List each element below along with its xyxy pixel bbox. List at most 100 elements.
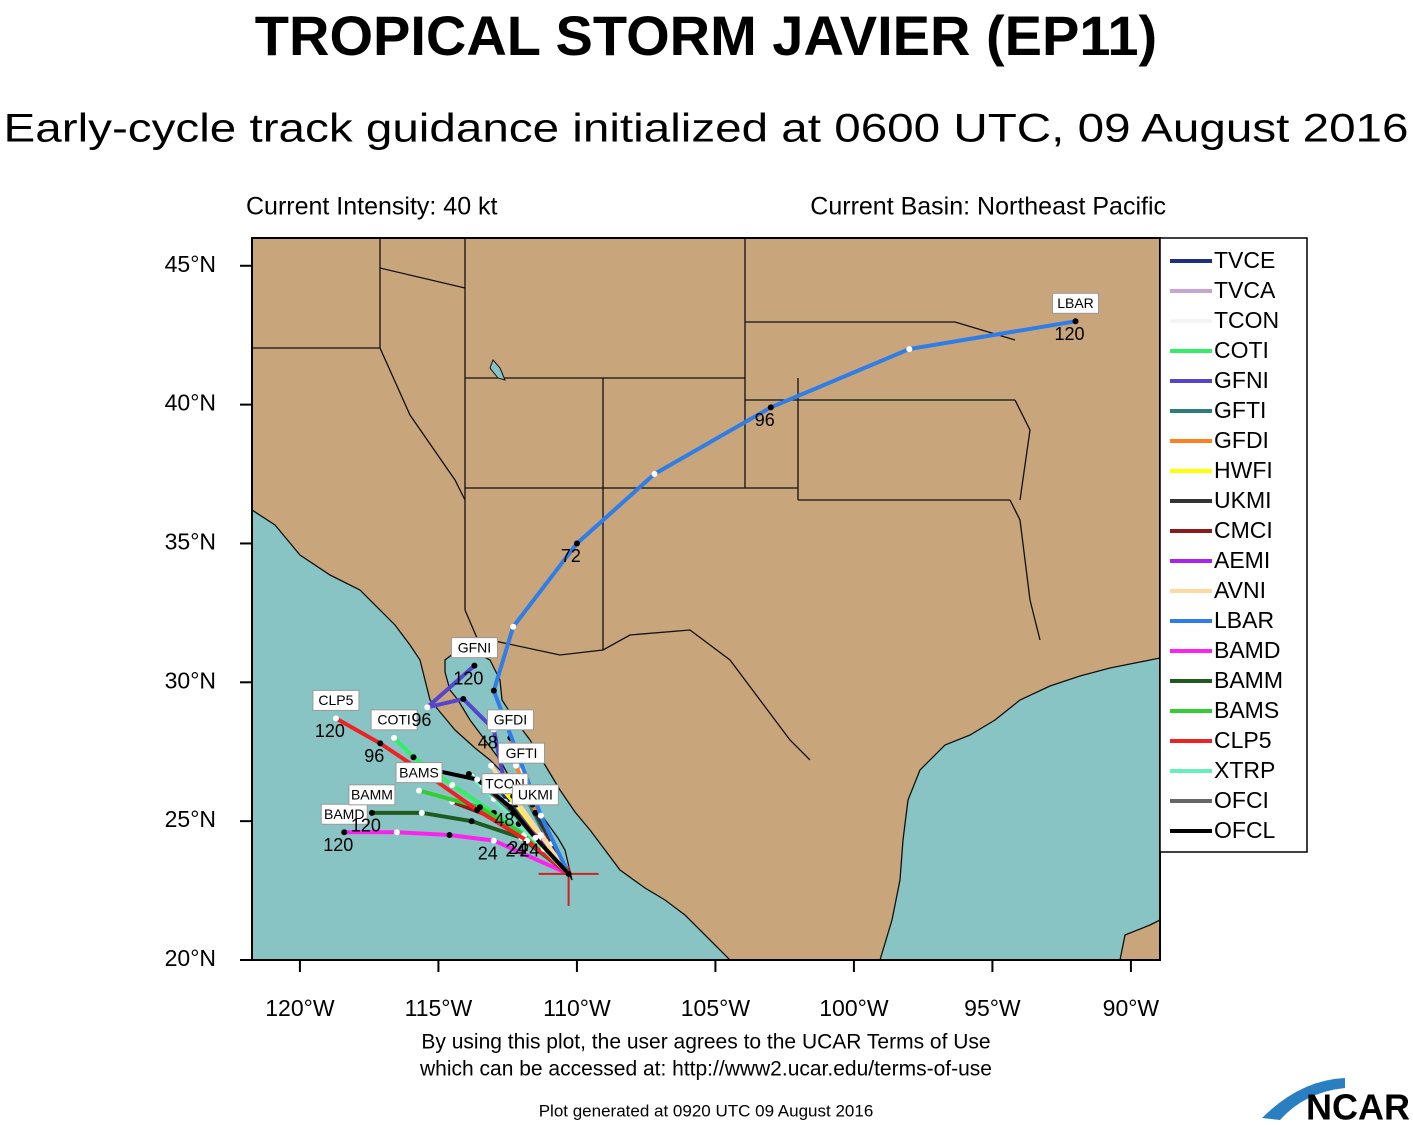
hour-label: 96 — [364, 746, 384, 766]
track-point — [474, 807, 481, 814]
legend-label: TCON — [1214, 307, 1279, 333]
label-box — [320, 803, 368, 825]
track-name: GFTI — [506, 745, 538, 761]
legend-entries: TVCE TVCA TCON COTI GFNI GFTI GFDI HWFI UKMI CMCI… — [1170, 247, 1283, 843]
track-point — [424, 704, 431, 711]
x-tick-label: 115°W — [405, 995, 473, 1021]
label-box — [395, 762, 443, 784]
x-tick-label: 110°W — [543, 995, 611, 1021]
label-box — [486, 709, 534, 731]
legend-label: TVCE — [1214, 247, 1275, 273]
track-point — [490, 687, 497, 694]
y-tick-label: 25°N — [165, 806, 216, 832]
y-tick-label: 30°N — [165, 667, 216, 693]
hour-label: 96 — [755, 410, 775, 430]
x-tick-label: 90°W — [1103, 995, 1160, 1021]
legend-label: UKMI — [1214, 487, 1272, 513]
axes: 120°W 115°W 110°W 105°W 100°W 95°W 90°W 20°N 25°… — [165, 251, 1160, 1021]
x-tick-label: 95°W — [964, 995, 1021, 1021]
legend-label: BAMM — [1214, 667, 1283, 693]
y-tick-label: 35°N — [165, 529, 216, 555]
generated: Plot generated at 0920 UTC 09 August 201… — [539, 1101, 874, 1120]
label-box — [370, 709, 418, 731]
logo: NCAR — [1306, 1087, 1410, 1125]
borders — [252, 238, 1041, 761]
legend-label: HWFI — [1214, 457, 1273, 483]
legend-label: OFCL — [1214, 817, 1276, 843]
legend — [1159, 237, 1308, 853]
legend-label: AEMI — [1214, 547, 1270, 573]
label-box — [1052, 292, 1100, 314]
basin: Current Basin: Northeast Pacific — [810, 193, 1166, 221]
track-name: GFDI — [494, 712, 527, 728]
track-point — [537, 812, 544, 819]
legend-label: COTI — [1214, 337, 1269, 363]
logo-swoosh — [1262, 1078, 1345, 1120]
y-tick-label: 20°N — [165, 945, 216, 971]
track-point — [393, 829, 400, 836]
label-box — [312, 689, 360, 711]
hour-label: 24 — [519, 841, 539, 861]
terms-line-2: which can be accessed at: http://www2.uc… — [419, 1058, 992, 1081]
track-name: LBAR — [1057, 295, 1094, 311]
legend-label: GFDI — [1214, 427, 1269, 453]
label-box — [450, 637, 498, 659]
track-point — [332, 715, 339, 722]
hour-label: 120 — [323, 835, 353, 855]
track-point — [460, 695, 467, 702]
track-name: BAMD — [324, 806, 364, 822]
track-point — [377, 740, 384, 747]
track-name: CLP5 — [318, 692, 353, 708]
track-name: UKMI — [518, 787, 553, 803]
hour-label: 24 — [508, 838, 528, 858]
lake — [489, 359, 506, 381]
hour-label: 120 — [315, 721, 345, 741]
legend-label: XTRP — [1214, 757, 1275, 783]
track-point — [471, 662, 478, 669]
track-point — [524, 837, 531, 844]
track-name: GFNI — [458, 639, 491, 655]
tracks: TCON72COTI4896120GFNIGFTIGFDIUKMI7296120… — [312, 292, 1100, 906]
track-point — [391, 734, 398, 741]
hour-label: 24 — [506, 841, 526, 861]
hour-label: 96 — [411, 710, 431, 730]
legend-label: CLP5 — [1214, 727, 1272, 753]
track-point — [507, 804, 514, 811]
hour-label: 48 — [494, 810, 514, 830]
track-name: BAMM — [351, 787, 393, 803]
track-point — [368, 809, 375, 816]
hour-label: 120 — [351, 816, 381, 836]
track-point — [410, 754, 417, 761]
legend-label: OFCI — [1214, 787, 1269, 813]
track-point — [573, 540, 580, 547]
x-tick-label: 105°W — [681, 995, 751, 1021]
track-point — [512, 762, 519, 769]
track-point — [510, 623, 517, 630]
legend-label: TVCA — [1214, 277, 1276, 303]
legend-label: LBAR — [1214, 607, 1274, 633]
y-tick-label: 45°N — [165, 251, 216, 277]
track-point — [767, 404, 774, 411]
hour-label: 72 — [561, 546, 581, 566]
track-point — [446, 832, 453, 839]
track-point — [537, 832, 544, 839]
track-point — [906, 346, 913, 353]
hour-label: 120 — [453, 668, 483, 688]
map: TCON72COTI4896120GFNIGFTIGFDIUKMI7296120… — [252, 238, 1160, 960]
track-point — [1072, 318, 1079, 325]
track-point — [488, 762, 495, 769]
legend-label: BAMD — [1214, 637, 1280, 663]
subtitle: Early-cycle track guidance initialized a… — [4, 107, 1409, 151]
track-point — [468, 818, 475, 825]
label-box — [348, 784, 396, 806]
intensity: Current Intensity: 40 kt — [246, 193, 498, 221]
track-point — [474, 776, 481, 783]
track-point — [341, 829, 348, 836]
track-point — [532, 809, 539, 816]
x-tick-label: 120°W — [265, 995, 335, 1021]
gulf-of-mexico — [879, 657, 1160, 960]
track-point — [416, 787, 423, 794]
yucatan — [1119, 919, 1160, 960]
terms-line-1: By using this plot, the user agrees to t… — [421, 1031, 990, 1054]
